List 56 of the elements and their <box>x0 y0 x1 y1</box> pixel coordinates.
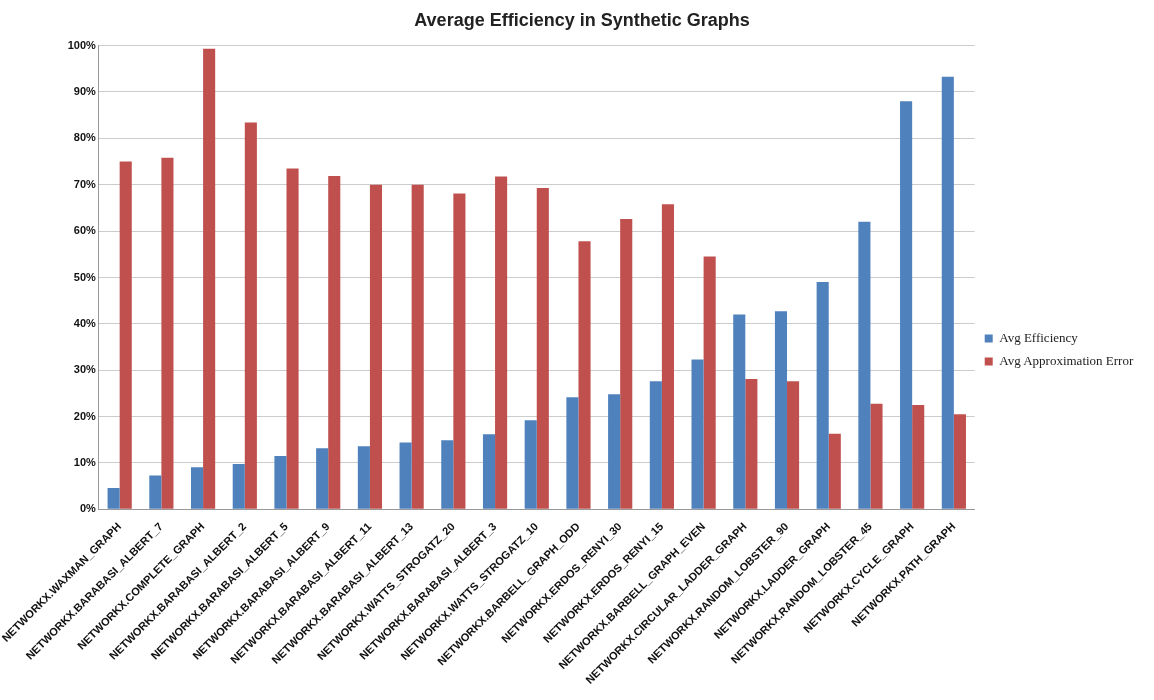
bar <box>536 187 549 509</box>
bar <box>691 359 704 509</box>
bar <box>286 168 299 509</box>
bar <box>399 442 412 509</box>
bar <box>482 434 496 509</box>
y-tick-label: 60% <box>73 224 97 237</box>
bar <box>316 448 329 509</box>
y-tick-label: 10% <box>73 456 97 469</box>
y-tick-label: 30% <box>73 363 97 376</box>
bar <box>733 314 746 509</box>
bar <box>620 219 633 509</box>
legend-label: Avg Approximation Error <box>999 352 1134 368</box>
bar <box>203 48 216 509</box>
bar <box>232 463 245 509</box>
bar <box>328 175 341 509</box>
bar <box>411 184 424 509</box>
bar <box>870 403 883 509</box>
bar <box>244 122 257 509</box>
legend-label: Avg Efficiency <box>999 329 1079 345</box>
bar <box>649 381 662 509</box>
y-tick-label: 100% <box>67 38 97 51</box>
bar <box>495 176 508 509</box>
y-tick-label: 70% <box>73 177 97 190</box>
bar <box>357 446 370 509</box>
bar <box>524 420 537 509</box>
bar <box>578 241 591 509</box>
bar <box>816 282 829 509</box>
y-tick-label: 90% <box>73 85 97 98</box>
bar <box>912 405 925 509</box>
y-tick-label: 40% <box>73 316 97 329</box>
bar <box>858 221 871 509</box>
bar <box>441 440 454 509</box>
bar <box>703 256 716 509</box>
bar <box>566 397 579 509</box>
bar <box>787 381 800 509</box>
bar <box>608 394 621 509</box>
y-tick-label: 50% <box>73 270 97 283</box>
bar <box>941 76 954 509</box>
bar <box>369 184 383 509</box>
bar <box>453 193 466 509</box>
bar <box>119 161 132 509</box>
y-tick-label: 0% <box>79 502 97 515</box>
bar <box>745 379 758 509</box>
bar <box>190 467 204 509</box>
chart-title: Average Efficiency in Synthetic Graphs <box>414 9 750 30</box>
bar <box>828 433 841 509</box>
bar <box>274 456 287 509</box>
bar <box>900 101 913 509</box>
bar <box>107 488 120 509</box>
y-tick-label: 80% <box>73 131 97 144</box>
y-tick-label: 20% <box>73 409 97 422</box>
bar <box>161 157 174 509</box>
bar <box>661 204 674 509</box>
bar <box>149 475 162 509</box>
bar <box>774 311 788 509</box>
bar <box>953 414 966 509</box>
